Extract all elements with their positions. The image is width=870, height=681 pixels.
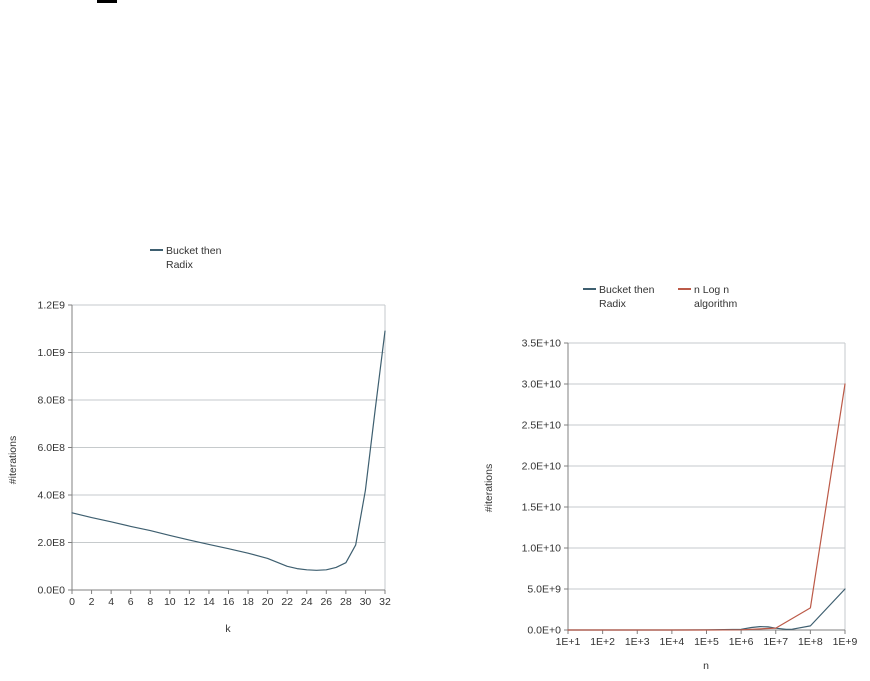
svg-text:1E+5: 1E+5 bbox=[694, 636, 719, 648]
left-chart-legend-item-bucket-then-radix: Bucket then Radix bbox=[150, 244, 221, 272]
legend-label: Bucket then Radix bbox=[166, 244, 221, 272]
top-black-underscore-mark bbox=[97, 0, 117, 3]
right-chart-legend-item-bucket-then-radix: Bucket then Radix bbox=[583, 283, 654, 311]
legend-label-line1: n Log n bbox=[694, 284, 730, 296]
svg-text:0.0E0: 0.0E0 bbox=[38, 585, 66, 597]
svg-text:2: 2 bbox=[89, 596, 95, 608]
svg-text:1.5E+10: 1.5E+10 bbox=[522, 502, 562, 514]
svg-text:32: 32 bbox=[379, 596, 391, 608]
svg-text:0.0E+0: 0.0E+0 bbox=[527, 625, 561, 637]
left-chart-y-axis-title: #iterations bbox=[7, 435, 19, 485]
svg-text:2.5E+10: 2.5E+10 bbox=[522, 420, 562, 432]
legend-label-line2: Radix bbox=[166, 259, 193, 271]
svg-text:1E+8: 1E+8 bbox=[798, 636, 823, 648]
line-swatch-icon bbox=[678, 288, 691, 290]
legend-label: Bucket then Radix bbox=[599, 283, 654, 311]
svg-text:1.2E9: 1.2E9 bbox=[38, 300, 66, 312]
svg-text:10: 10 bbox=[164, 596, 176, 608]
svg-text:2.0E8: 2.0E8 bbox=[38, 537, 66, 549]
svg-text:1E+7: 1E+7 bbox=[763, 636, 788, 648]
svg-text:22: 22 bbox=[281, 596, 293, 608]
legend-label-line1: Bucket then bbox=[599, 284, 655, 296]
legend-label-line2: Radix bbox=[599, 298, 626, 310]
svg-text:14: 14 bbox=[203, 596, 215, 608]
svg-text:4.0E8: 4.0E8 bbox=[38, 490, 66, 502]
right-chart-y-axis-title: #iterations bbox=[483, 463, 495, 513]
svg-text:26: 26 bbox=[320, 596, 332, 608]
svg-text:0: 0 bbox=[69, 596, 75, 608]
right-chart-plot: 3.5E+10 3.0E+10 2.5E+10 2.0E+10 1.5E+10 1.0E+… bbox=[522, 338, 858, 649]
svg-text:18: 18 bbox=[242, 596, 254, 608]
svg-text:6: 6 bbox=[128, 596, 134, 608]
right-chart-x-axis-title: n bbox=[703, 660, 709, 672]
svg-text:3.5E+10: 3.5E+10 bbox=[522, 338, 562, 350]
left-chart-x-axis-title: k bbox=[225, 623, 231, 635]
line-swatch-icon bbox=[150, 249, 163, 251]
legend-label-line2: algorithm bbox=[694, 298, 738, 310]
svg-text:20: 20 bbox=[262, 596, 274, 608]
svg-text:1E+2: 1E+2 bbox=[590, 636, 615, 648]
svg-text:28: 28 bbox=[340, 596, 352, 608]
right-chart-legend-item-nlogn: n Log n algorithm bbox=[678, 283, 737, 311]
svg-text:1.0E9: 1.0E9 bbox=[38, 347, 66, 359]
svg-text:8.0E8: 8.0E8 bbox=[38, 395, 66, 407]
svg-text:5.0E+9: 5.0E+9 bbox=[527, 584, 561, 596]
svg-text:12: 12 bbox=[184, 596, 196, 608]
svg-text:1E+9: 1E+9 bbox=[833, 636, 858, 648]
svg-text:16: 16 bbox=[223, 596, 235, 608]
svg-text:4: 4 bbox=[108, 596, 114, 608]
line-swatch-icon bbox=[583, 288, 596, 290]
svg-text:2.0E+10: 2.0E+10 bbox=[522, 461, 562, 473]
svg-text:1E+6: 1E+6 bbox=[729, 636, 754, 648]
legend-label-line1: Bucket then bbox=[166, 245, 222, 257]
svg-text:24: 24 bbox=[301, 596, 313, 608]
svg-text:1.0E+10: 1.0E+10 bbox=[522, 543, 562, 555]
svg-text:1E+1: 1E+1 bbox=[556, 636, 581, 648]
svg-text:30: 30 bbox=[360, 596, 372, 608]
svg-text:8: 8 bbox=[147, 596, 153, 608]
svg-text:3.0E+10: 3.0E+10 bbox=[522, 379, 562, 391]
legend-label: n Log n algorithm bbox=[694, 283, 737, 311]
svg-text:1E+3: 1E+3 bbox=[625, 636, 650, 648]
svg-text:6.0E8: 6.0E8 bbox=[38, 442, 66, 454]
svg-text:1E+4: 1E+4 bbox=[659, 636, 684, 648]
